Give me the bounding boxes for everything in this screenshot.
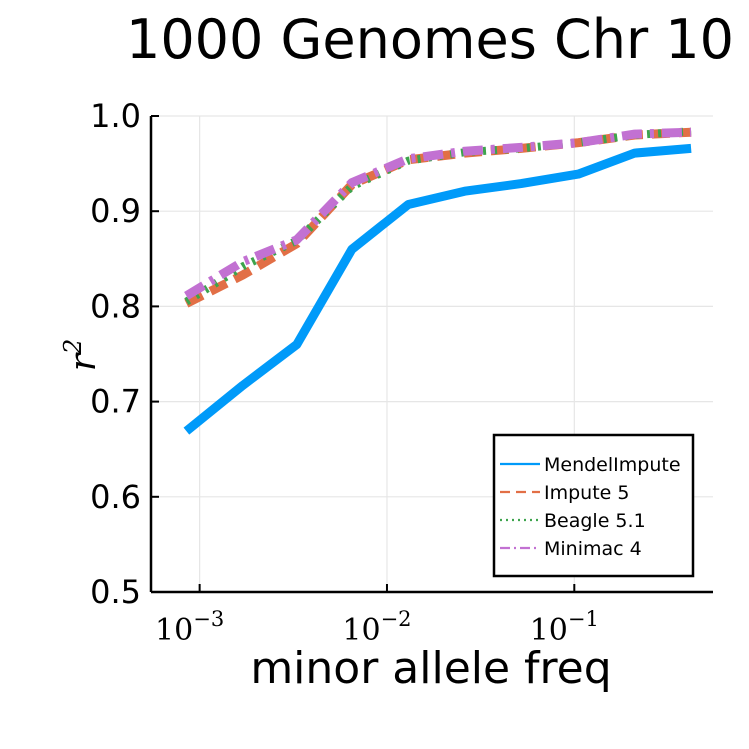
y-tick-label: 0.8 xyxy=(90,287,141,325)
chart-title: 1000 Genomes Chr 10 xyxy=(126,8,734,71)
y-tick-label: 0.7 xyxy=(90,383,141,421)
legend-entry: Beagle 5.1 xyxy=(544,510,646,532)
legend: MendelImpute Impute 5 Beagle 5.1 Minimac 4 xyxy=(492,433,695,578)
y-axis-label-base: r xyxy=(63,352,104,371)
axes: 0.5 0.6 0.7 0.8 0.9 1.0 10−3 10−2 10−1 xyxy=(90,97,713,648)
y-tick-label: 0.5 xyxy=(90,573,141,611)
x-tick-label: 10−2 xyxy=(342,607,411,648)
series-line-minimac-4 xyxy=(184,127,692,300)
y-tick-label: 0.9 xyxy=(90,192,141,230)
series-line-mendelimpute xyxy=(183,143,692,435)
y-tick-label: 1.0 xyxy=(90,97,141,135)
plot-area xyxy=(183,127,692,435)
legend-entry: MendelImpute xyxy=(544,454,681,476)
x-tick-label: 10−1 xyxy=(530,607,599,648)
x-tick-label: 10−3 xyxy=(155,607,224,648)
x-axis-label: minor allele freq xyxy=(250,643,611,694)
y-axis-label: r2 xyxy=(59,339,104,372)
y-tick-label: 0.6 xyxy=(90,478,141,516)
legend-entry: Impute 5 xyxy=(544,482,629,504)
series-line-impute-5 xyxy=(184,127,692,308)
legend-box xyxy=(492,433,695,578)
legend-entry: Minimac 4 xyxy=(544,538,642,560)
y-axis-label-exponent: 2 xyxy=(59,339,87,355)
